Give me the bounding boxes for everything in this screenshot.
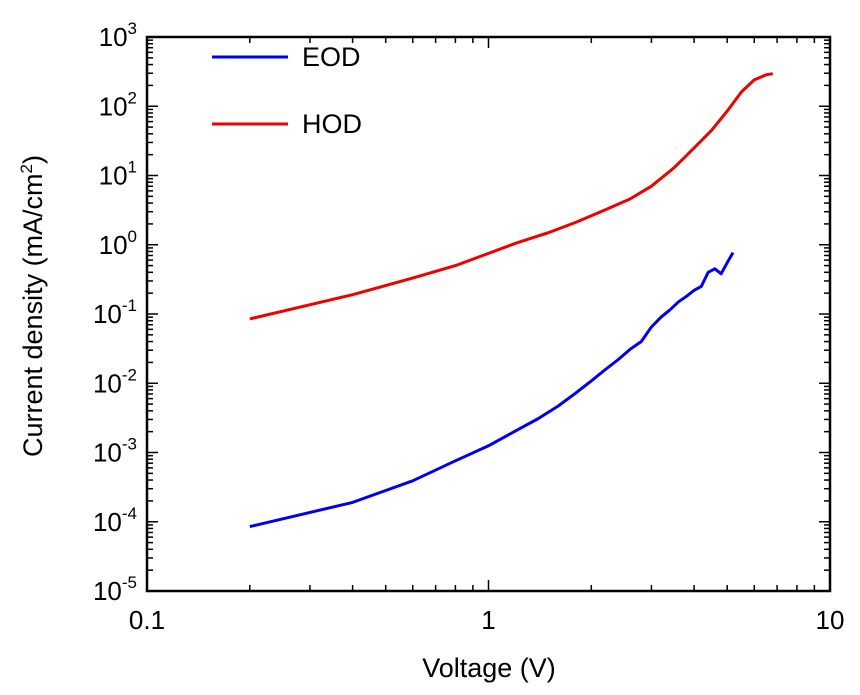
y-tick-label-base: 10 — [93, 576, 122, 606]
series-line-eod — [249, 251, 735, 529]
y-tick-label: 10-1 — [93, 296, 137, 329]
legend-label-hod: HOD — [302, 109, 362, 139]
x-axis-title: Voltage (V) — [422, 653, 556, 683]
y-axis-title: Current density (mA/cm2) — [17, 155, 48, 457]
plot-frame — [145, 35, 832, 593]
y-tick-label: 10-4 — [93, 504, 137, 537]
y-tick-label-base: 10 — [99, 91, 128, 121]
y-tick-label: 10-5 — [93, 573, 137, 606]
y-tick-label-base: 10 — [99, 230, 128, 260]
y-tick-label-base: 10 — [93, 299, 122, 329]
y-axis-title-main: Current density (mA/cm — [18, 173, 48, 457]
x-tick-labels: 0.1 1 10 — [129, 605, 845, 635]
y-tick-label-base: 10 — [93, 438, 122, 468]
y-tick-label: 10-2 — [93, 365, 137, 398]
y-tick-label-exp: -5 — [122, 573, 137, 592]
legend: EOD HOD — [212, 42, 362, 139]
series-lines — [249, 72, 774, 529]
y-axis-title-sup: 2 — [17, 164, 36, 173]
y-tick-label-base: 10 — [99, 22, 128, 52]
y-tick-label: 10-3 — [93, 435, 137, 468]
y-axis-title-tail: ) — [18, 155, 48, 164]
y-tick-label-exp: 0 — [128, 227, 137, 246]
x-tick-label: 1 — [481, 605, 495, 635]
y-tick-label: 103 — [99, 19, 137, 52]
y-tick-label: 102 — [99, 88, 137, 121]
y-tick-label-exp: -2 — [122, 365, 137, 384]
y-tick-label: 101 — [99, 158, 137, 191]
series-line-hod — [249, 72, 774, 321]
y-tick-label-base: 10 — [93, 507, 122, 537]
x-tick-label: 0.1 — [129, 605, 165, 635]
y-tick-label: 100 — [99, 227, 137, 260]
y-tick-label-exp: 3 — [128, 19, 137, 38]
y-tick-label-exp: -3 — [122, 435, 137, 454]
y-tick-label-exp: -1 — [122, 296, 137, 315]
y-tick-label-base: 10 — [93, 368, 122, 398]
axis-ticks — [146, 37, 830, 592]
x-tick-label: 10 — [816, 605, 845, 635]
y-tick-label-base: 10 — [99, 161, 128, 191]
y-tick-label-exp: -4 — [122, 504, 137, 523]
y-tick-label-exp: 1 — [128, 158, 137, 177]
y-tick-label-exp: 2 — [128, 88, 137, 107]
legend-label-eod: EOD — [302, 42, 361, 72]
